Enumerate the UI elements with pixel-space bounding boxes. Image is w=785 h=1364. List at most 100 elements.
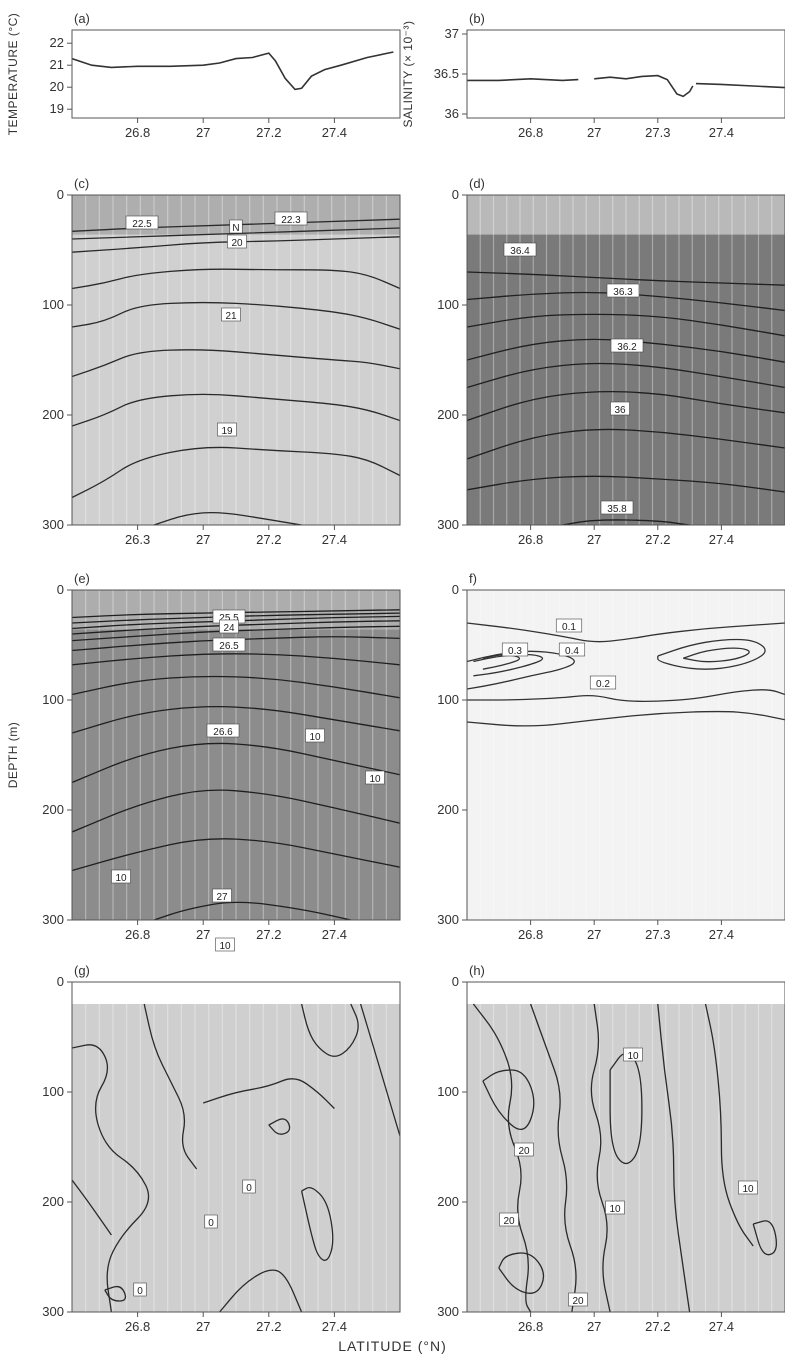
panel-b-plot-area — [467, 74, 785, 98]
panel-a-label: (a) — [74, 11, 90, 26]
y-tick-label: 22 — [50, 35, 64, 50]
contour-line-1 — [72, 218, 400, 232]
y-tick-label: 19 — [50, 101, 64, 116]
x-tick-label: 27.2 — [256, 1319, 281, 1334]
contour-label-box — [605, 1200, 625, 1215]
contour-label: 0 — [246, 1183, 252, 1194]
contour-label: 27 — [216, 892, 228, 903]
panel-f-frame — [466, 589, 785, 921]
contour-line-5 — [219, 1269, 303, 1312]
y-tick-label: 20 — [50, 79, 64, 94]
contour-line-5 — [72, 636, 400, 652]
contour-label: 10 — [309, 732, 321, 743]
panel-e-plot-area — [72, 609, 400, 920]
y-tick-label: 0 — [452, 582, 459, 597]
x-tick-label: 27.4 — [709, 532, 734, 547]
x-tick-label: 26.8 — [518, 125, 543, 140]
contour-line-1 — [467, 689, 785, 702]
panel-b-y-axis-label: SALINITY (× 10⁻³) — [401, 21, 415, 128]
panel-g-plot-area — [72, 1003, 400, 1312]
panel-g-y-ticks: 0 100 200 300 — [42, 974, 72, 1319]
contour-line-8 — [752, 1220, 778, 1256]
panel-b: 26.8 27 27.3 27.4 36 36.5 37 (b) SALINITY (× 10⁻… — [401, 11, 785, 140]
contour-label: 36.3 — [613, 287, 633, 298]
x-tick-label: 27.2 — [256, 125, 281, 140]
contour-label: 0.4 — [565, 646, 579, 657]
contour-line-7 — [467, 475, 785, 493]
x-tick-label: 27.4 — [709, 125, 734, 140]
panel-d-frame — [466, 194, 785, 526]
contour-line-8 — [202, 1078, 335, 1109]
contour-label-box — [305, 728, 325, 743]
contour-label-box — [610, 401, 630, 416]
x-tick-label: 27 — [196, 927, 210, 942]
panel-b-label: (b) — [469, 11, 485, 26]
contour-line-7 — [682, 647, 750, 663]
contour-line-2 — [467, 313, 785, 337]
panel-d: 26.8 27 27.2 27.40100200300(d)36.436.336.23… — [437, 176, 785, 547]
panel-c-station-lines — [85, 195, 387, 525]
panel-f-label: f) — [469, 571, 477, 586]
x-tick-label: 26.8 — [125, 125, 150, 140]
contour-label: N — [232, 223, 239, 234]
x-tick-label: 27.4 — [709, 927, 734, 942]
y-tick-label: 100 — [42, 297, 64, 312]
contour-label: 0 — [208, 1218, 214, 1229]
contour-label: 21 — [225, 311, 237, 322]
series-line-0 — [467, 77, 579, 82]
common-x-axis-label: LATITUDE (°N) — [338, 1338, 447, 1354]
panel-c-plot-area — [72, 218, 400, 525]
panel-a: 26.8 27 27.2 27.4 19 20 21 22 (a) TEMPERATURE (°C… — [6, 11, 401, 140]
panel-d-station-lines — [479, 195, 773, 525]
contour-label-box — [558, 642, 586, 657]
panel-g-contour-labels: 10 10 10 10 0 0 0 — [111, 728, 385, 1297]
y-tick-label: 100 — [437, 1084, 459, 1099]
contour-line-2 — [72, 227, 400, 240]
panel-d-x-ticks: 26.8 27 27.2 27.4 — [518, 525, 734, 547]
contour-label-box — [365, 770, 385, 785]
contour-line-4 — [72, 301, 400, 330]
panel-c-frame — [71, 194, 401, 526]
contour-label: 0.1 — [562, 622, 576, 633]
panel-g-background — [72, 982, 400, 1312]
contour-line-2 — [467, 710, 785, 727]
contour-label-box — [229, 219, 243, 234]
contour-line-6 — [72, 653, 400, 666]
contour-label-box — [606, 283, 640, 298]
x-tick-label: 27.2 — [256, 927, 281, 942]
contour-label: 10 — [219, 941, 231, 952]
x-tick-label: 26.8 — [518, 532, 543, 547]
x-tick-label: 27 — [196, 532, 210, 547]
y-tick-label: 300 — [437, 517, 459, 532]
x-tick-label: 27.3 — [645, 927, 670, 942]
x-tick-label: 26.8 — [518, 1319, 543, 1334]
contour-label-box — [568, 1292, 588, 1307]
panel-g-no-data-strip — [72, 982, 400, 1004]
panel-d-surface-band — [467, 195, 785, 235]
x-tick-label: 27.4 — [322, 1319, 347, 1334]
panel-e-label: (e) — [74, 571, 90, 586]
contour-line-7 — [498, 1252, 545, 1294]
panel-d-contour-labels: 36.4 36.3 36.2 36 35.8 — [503, 242, 644, 515]
y-tick-label: 36 — [445, 106, 459, 121]
y-tick-label: 100 — [42, 692, 64, 707]
panel-b-frame — [466, 29, 785, 119]
y-tick-label: 200 — [42, 1194, 64, 1209]
contour-line-5 — [467, 391, 785, 422]
contour-label-box — [274, 211, 308, 226]
x-tick-label: 27 — [587, 532, 601, 547]
y-tick-label: 100 — [437, 692, 459, 707]
contour-line-1 — [467, 291, 785, 312]
contour-line-8 — [72, 705, 400, 734]
y-tick-label: 37 — [445, 26, 459, 41]
contour-line-10 — [72, 789, 400, 833]
contour-line-6 — [104, 1285, 127, 1302]
y-tick-label: 300 — [437, 912, 459, 927]
y-tick-label: 100 — [437, 297, 459, 312]
y-tick-label: 100 — [42, 1084, 64, 1099]
contour-line-7 — [268, 1118, 291, 1135]
y-tick-label: 36.5 — [434, 66, 459, 81]
contour-label: 19 — [221, 426, 233, 437]
contour-line-8 — [562, 519, 690, 525]
